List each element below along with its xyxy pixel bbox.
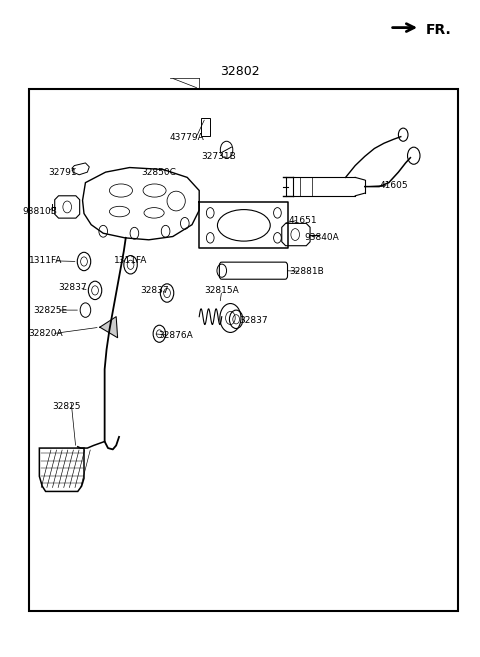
Text: 32876A: 32876A (158, 330, 192, 340)
Text: 32837: 32837 (140, 286, 169, 295)
Text: 32850C: 32850C (141, 168, 176, 177)
Text: 41605: 41605 (379, 181, 408, 190)
Text: 1311FA: 1311FA (29, 256, 62, 265)
Text: 93840A: 93840A (304, 233, 339, 242)
Polygon shape (100, 317, 118, 338)
Text: 41651: 41651 (288, 215, 317, 225)
Text: 43779A: 43779A (170, 133, 204, 143)
FancyBboxPatch shape (219, 262, 288, 279)
Text: 32791: 32791 (48, 168, 77, 177)
Text: 32802: 32802 (220, 64, 260, 78)
Text: 32837: 32837 (239, 316, 268, 325)
Text: 32837: 32837 (59, 283, 87, 292)
Text: 32820A: 32820A (28, 329, 63, 338)
FancyBboxPatch shape (201, 118, 210, 136)
Text: 32731B: 32731B (201, 152, 236, 161)
Text: 32825: 32825 (52, 401, 81, 411)
Text: 32881B: 32881B (289, 267, 324, 276)
Text: 32825E: 32825E (33, 306, 68, 315)
Text: FR.: FR. (426, 22, 452, 37)
Text: 1311FA: 1311FA (114, 256, 147, 265)
FancyBboxPatch shape (29, 89, 458, 611)
Text: 93810B: 93810B (22, 207, 57, 216)
Text: 32815A: 32815A (204, 286, 239, 295)
